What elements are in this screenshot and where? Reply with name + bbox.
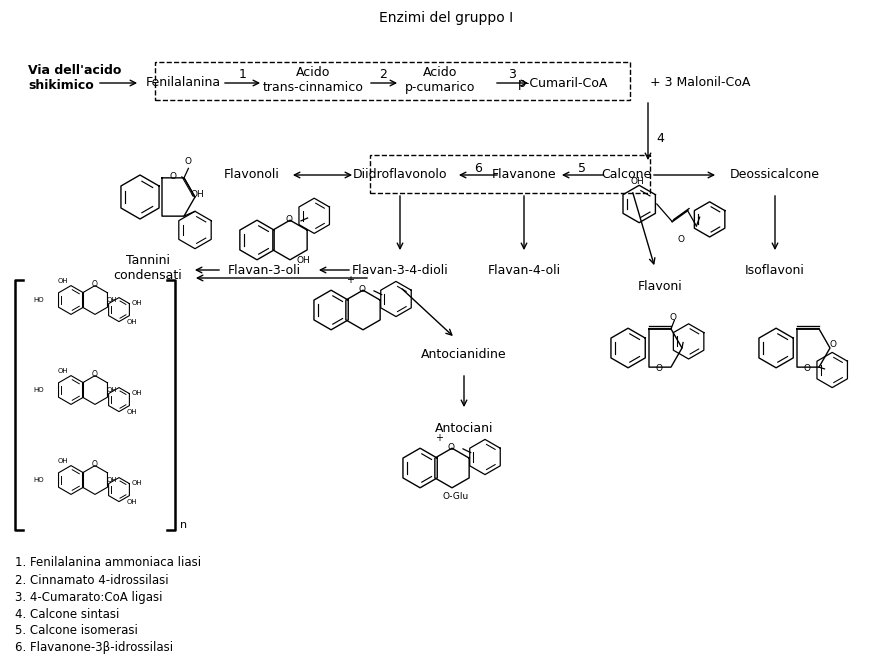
Text: HO: HO <box>33 297 44 303</box>
Text: O: O <box>359 285 366 293</box>
Text: 3. 4-Cumarato:CoA ligasi: 3. 4-Cumarato:CoA ligasi <box>15 590 162 603</box>
Text: 6: 6 <box>474 161 482 174</box>
Text: OH: OH <box>58 368 69 374</box>
Text: 4. Calcone sintasi: 4. Calcone sintasi <box>15 607 120 620</box>
Text: Isoflavoni: Isoflavoni <box>745 263 805 276</box>
Text: OH: OH <box>296 257 310 265</box>
Bar <box>155 62 630 100</box>
Text: Deossicalcone: Deossicalcone <box>730 168 820 182</box>
Text: 1. Fenilalanina ammoniaca liasi: 1. Fenilalanina ammoniaca liasi <box>15 557 201 570</box>
Text: 6. Flavanone-3β-idrossilasi: 6. Flavanone-3β-idrossilasi <box>15 642 173 655</box>
Text: OH: OH <box>630 178 644 186</box>
Text: OH: OH <box>106 477 117 483</box>
Text: OH: OH <box>132 480 143 486</box>
Text: OH: OH <box>190 190 204 199</box>
Text: OH: OH <box>106 387 117 393</box>
Text: Acido
p-cumarico: Acido p-cumarico <box>405 66 475 94</box>
Text: 4: 4 <box>656 132 664 145</box>
Text: Acido
trans-cinnamico: Acido trans-cinnamico <box>262 66 363 94</box>
Text: O: O <box>91 280 97 290</box>
Text: 2: 2 <box>379 68 387 82</box>
Text: Flavan-4-oli: Flavan-4-oli <box>487 263 560 276</box>
Text: Tannini
condensati: Tannini condensati <box>113 254 182 282</box>
Text: Flavanone: Flavanone <box>491 168 557 182</box>
Text: O: O <box>185 157 192 166</box>
Text: Flavonoli: Flavonoli <box>224 168 280 182</box>
Text: p-Cumaril-CoA: p-Cumaril-CoA <box>518 76 608 89</box>
Text: O: O <box>656 365 663 373</box>
Text: O-Glu: O-Glu <box>442 492 468 501</box>
Text: O: O <box>169 172 177 180</box>
Text: HO: HO <box>33 387 44 393</box>
Text: O: O <box>448 443 454 451</box>
Text: O: O <box>830 340 837 349</box>
Text: O: O <box>285 215 293 224</box>
Text: Fenilalanina: Fenilalanina <box>145 76 220 89</box>
Text: Flavan-3-oli: Flavan-3-oli <box>227 263 301 276</box>
Bar <box>370 155 650 193</box>
Text: Enzimi del gruppo I: Enzimi del gruppo I <box>379 11 513 25</box>
Text: + 3 Malonil-CoA: + 3 Malonil-CoA <box>650 76 750 89</box>
Text: 5. Calcone isomerasi: 5. Calcone isomerasi <box>15 624 138 638</box>
Text: +: + <box>434 434 442 443</box>
Text: OH: OH <box>132 300 143 306</box>
Text: 2. Cinnamato 4-idrossilasi: 2. Cinnamato 4-idrossilasi <box>15 574 169 586</box>
Text: Flavan-3-4-dioli: Flavan-3-4-dioli <box>351 263 449 276</box>
Text: O: O <box>678 235 684 243</box>
Text: OH: OH <box>127 499 137 505</box>
Text: 1: 1 <box>239 68 247 82</box>
Text: Flavoni: Flavoni <box>638 280 682 293</box>
Text: OH: OH <box>58 458 69 464</box>
Text: O: O <box>804 365 811 373</box>
Text: OH: OH <box>106 297 117 303</box>
Text: O: O <box>670 313 677 322</box>
Text: O: O <box>91 370 97 379</box>
Text: OH: OH <box>58 278 69 284</box>
Text: Antocianidine: Antocianidine <box>421 349 507 361</box>
Text: Calcone: Calcone <box>601 168 651 182</box>
Text: Diidroflavonolo: Diidroflavonolo <box>352 168 447 182</box>
Text: 5: 5 <box>578 161 586 174</box>
Text: OH: OH <box>127 319 137 326</box>
Text: n: n <box>180 520 187 530</box>
Text: 3: 3 <box>508 68 516 82</box>
Text: Antociani: Antociani <box>434 422 493 434</box>
Text: +: + <box>346 275 354 286</box>
Text: OH: OH <box>132 390 143 396</box>
Text: HO: HO <box>33 477 44 483</box>
Text: OH: OH <box>127 409 137 415</box>
Text: Via dell'acido
shikimico: Via dell'acido shikimico <box>28 64 121 92</box>
Text: O: O <box>91 461 97 469</box>
